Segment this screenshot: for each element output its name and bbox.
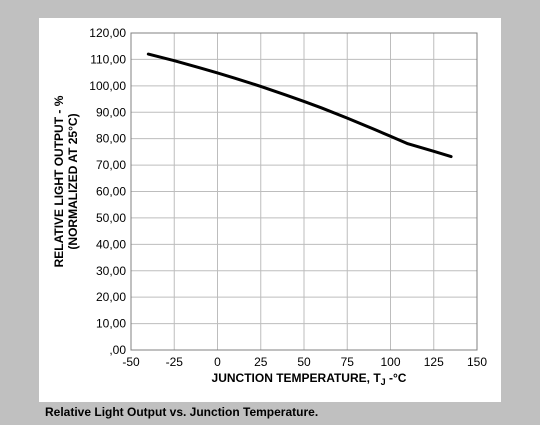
x-tick-label: 50 (297, 355, 311, 369)
x-axis-title-main: JUNCTION TEMPERATURE, T (212, 371, 382, 385)
y-tick-label: 100,00 (89, 79, 126, 93)
y-tick-label: 110,00 (90, 52, 126, 66)
x-tick-label: 100 (380, 355, 400, 369)
y-tick-label: 50,00 (96, 211, 126, 225)
y-axis-title-line1: RELATIVE LIGHT OUTPUT - % (52, 95, 66, 267)
series-line (146, 52, 453, 159)
y-tick-label: 70,00 (96, 158, 126, 172)
y-axis-title-line2: (NORMALIZED AT 25°C) (66, 113, 80, 249)
x-tick-label: 0 (214, 355, 221, 369)
chart-panel: -50 -25 0 25 50 75 100 125 150 ,00 10,00 20,00 30,00… (39, 18, 501, 402)
series-layer (146, 52, 453, 159)
grid-lines (130, 32, 478, 351)
y-axis-title: RELATIVE LIGHT OUTPUT - % (NORMALIZED AT… (52, 95, 80, 267)
figure-caption: Relative Light Output vs. Junction Tempe… (45, 405, 319, 419)
y-tick-label: 120,00 (89, 26, 126, 40)
y-tick-label: 10,00 (96, 317, 126, 331)
x-axis-title: JUNCTION TEMPERATURE, TJ -°C (212, 371, 407, 387)
x-tick-label: 75 (341, 355, 355, 369)
y-tick-label: 40,00 (96, 237, 126, 251)
plot-frame (130, 32, 478, 351)
x-tick-label: -50 (122, 355, 140, 369)
x-tick-label: 25 (254, 355, 268, 369)
x-tick-label: 125 (424, 355, 444, 369)
y-tick-label: 80,00 (96, 132, 126, 146)
x-axis-title-suffix: -°C (386, 371, 407, 385)
relative-light-output-chart: -50 -25 0 25 50 75 100 125 150 ,00 10,00 20,00 30,00… (52, 26, 487, 387)
y-tick-label: 20,00 (96, 290, 126, 304)
x-tick-label: 150 (467, 355, 487, 369)
x-axis-title-subscript: J (381, 377, 386, 387)
x-tick-label: -25 (166, 355, 184, 369)
y-tick-label: 90,00 (96, 105, 126, 119)
y-tick-label: 30,00 (96, 264, 126, 278)
tick-labels: -50 -25 0 25 50 75 100 125 150 ,00 10,00 20,00 30,00… (89, 26, 487, 369)
y-tick-label: ,00 (109, 343, 126, 357)
y-tick-label: 60,00 (96, 185, 126, 199)
